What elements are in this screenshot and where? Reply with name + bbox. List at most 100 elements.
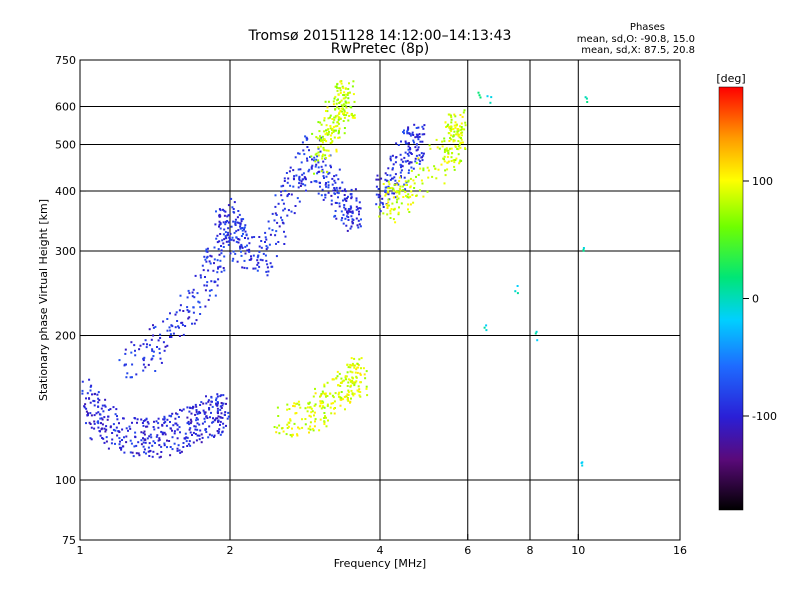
data-point: [359, 373, 362, 376]
data-point: [314, 420, 316, 423]
data-point: [453, 161, 456, 164]
data-point: [321, 188, 324, 191]
data-point: [152, 355, 155, 357]
data-point: [281, 199, 284, 202]
data-point: [485, 324, 488, 327]
data-point: [132, 455, 135, 458]
data-point: [169, 421, 171, 423]
data-point: [435, 177, 438, 180]
data-point: [292, 405, 295, 407]
data-point: [146, 343, 148, 346]
data-point: [301, 418, 303, 421]
data-point: [297, 186, 300, 189]
data-point: [188, 410, 191, 413]
data-point: [224, 235, 227, 238]
data-point: [97, 401, 100, 404]
data-point: [379, 210, 382, 213]
data-point: [304, 423, 307, 426]
data-point: [336, 83, 339, 86]
data-point: [448, 125, 451, 128]
data-point: [292, 169, 295, 172]
data-point: [342, 94, 345, 96]
data-point: [582, 249, 585, 252]
data-point: [208, 260, 211, 263]
data-point: [171, 448, 174, 451]
data-point: [107, 447, 110, 450]
data-point: [417, 173, 420, 176]
data-point: [239, 246, 242, 248]
data-point: [347, 88, 350, 90]
data-point: [298, 182, 301, 185]
data-point: [581, 464, 584, 467]
data-point: [212, 420, 215, 423]
data-point: [293, 212, 296, 215]
data-point: [347, 101, 350, 104]
data-point: [301, 426, 304, 429]
data-point: [409, 134, 412, 137]
data-point: [479, 96, 482, 99]
data-point: [345, 224, 348, 227]
data-point: [194, 425, 197, 428]
data-point: [419, 167, 422, 170]
data-point: [174, 313, 177, 316]
data-point: [286, 403, 289, 406]
data-point: [90, 426, 93, 429]
data-point: [333, 400, 336, 403]
data-point: [105, 425, 108, 428]
data-point: [406, 132, 409, 134]
data-point: [120, 448, 123, 451]
data-point: [217, 419, 220, 422]
data-point: [346, 393, 349, 396]
data-point: [204, 411, 207, 414]
data-point: [338, 395, 340, 398]
data-point: [322, 146, 325, 149]
data-point: [276, 426, 279, 429]
data-point: [175, 412, 177, 415]
data-point: [327, 172, 330, 175]
data-point: [243, 226, 246, 229]
data-point: [210, 289, 213, 292]
data-point: [382, 212, 385, 215]
data-point: [109, 408, 112, 411]
data-point: [317, 146, 320, 149]
data-point: [420, 179, 423, 182]
data-point: [340, 104, 343, 107]
data-point: [209, 254, 212, 257]
data-point: [293, 175, 296, 178]
data-point: [313, 172, 315, 175]
data-point: [346, 385, 349, 387]
data-point: [434, 167, 437, 170]
data-point: [306, 157, 308, 160]
data-point: [323, 417, 326, 419]
data-point: [346, 94, 349, 96]
data-point: [337, 196, 339, 199]
data-point: [125, 376, 128, 379]
data-point: [443, 151, 446, 153]
data-point: [225, 237, 228, 240]
data-point: [410, 190, 413, 193]
data-point: [140, 439, 143, 442]
data-point: [158, 352, 161, 355]
data-point: [386, 207, 389, 209]
data-point: [446, 168, 449, 171]
data-point: [189, 422, 192, 425]
data-point: [230, 197, 233, 200]
data-point: [85, 407, 88, 410]
data-point: [409, 152, 412, 154]
data-point: [271, 265, 274, 268]
data-point: [163, 442, 166, 445]
data-point: [344, 96, 347, 99]
data-point: [323, 117, 326, 120]
data-point: [154, 370, 157, 372]
data-point: [313, 425, 316, 428]
data-point: [222, 233, 225, 236]
data-point: [411, 194, 414, 196]
data-point: [211, 405, 214, 408]
data-point: [148, 328, 151, 331]
data-point: [332, 100, 335, 103]
data-point: [377, 196, 380, 199]
data-point: [264, 254, 267, 257]
y-axis-label: Stationary phase Virtual Height [km]: [37, 199, 50, 401]
data-point: [224, 414, 226, 416]
data-point: [114, 429, 117, 432]
